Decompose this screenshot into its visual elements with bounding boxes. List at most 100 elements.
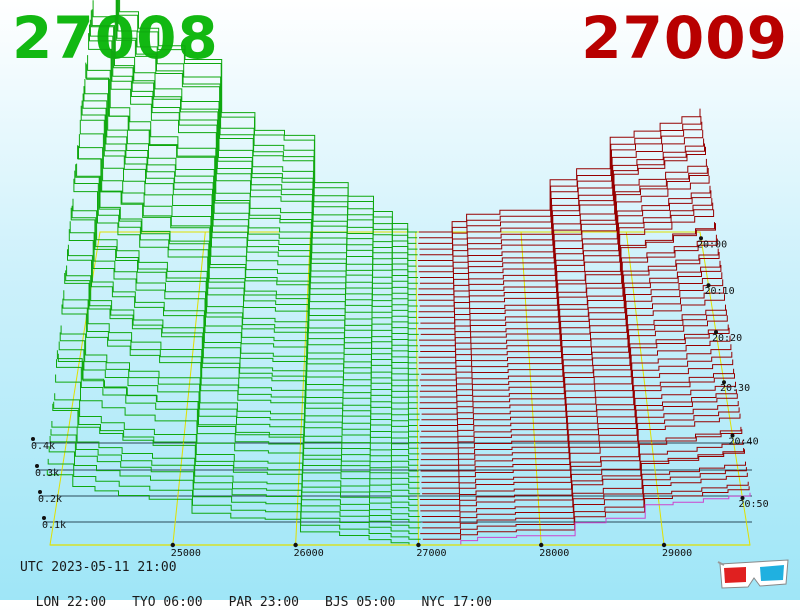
ask-depth-curve	[421, 351, 733, 432]
ask-depth-curve	[419, 448, 745, 506]
bid-depth-curve	[53, 401, 418, 506]
ask-depth-curve	[418, 121, 703, 244]
ask-depth-curve	[421, 426, 742, 489]
time-tick-marker	[714, 330, 718, 335]
bid-depth-curve	[55, 374, 421, 495]
bid-depth-curve	[47, 458, 421, 540]
volume-tick-label: 0.1k	[42, 520, 66, 531]
tz-bjs: BJS 05:00	[325, 595, 396, 610]
ask-depth-curve	[419, 238, 718, 341]
bid-depth-curve	[64, 273, 418, 438]
ask-depth-curve	[418, 175, 710, 290]
volume-tick-label: 0.2k	[38, 494, 62, 505]
ask-depth-curve	[422, 429, 743, 495]
time-tick-label: 20:10	[705, 286, 735, 297]
bid-depth-curve	[56, 359, 420, 489]
ask-depth-curve	[418, 202, 714, 313]
time-tick-label: 20:20	[712, 333, 742, 344]
price-tick-label: 28000	[539, 548, 569, 559]
ask-depth-curve	[421, 413, 741, 483]
bid-depth-curve	[118, 0, 418, 239]
ask-depth-curve	[421, 294, 725, 387]
time-tick-marker	[740, 496, 745, 501]
ask-depth-curve	[419, 344, 732, 426]
ask-depth-curve	[418, 185, 711, 296]
price-gridline	[295, 231, 312, 546]
volume-tick-marker	[38, 490, 42, 494]
volume-tick-marker	[42, 516, 46, 520]
ask-depth-curve	[421, 381, 736, 455]
ask-depth-curve	[419, 198, 713, 307]
ask-depth-curve	[421, 335, 731, 421]
ask-price: 27009	[581, 4, 788, 72]
volume-tick-marker	[35, 464, 39, 468]
ask-depth-curve	[418, 223, 716, 330]
ask-depth-curve	[421, 492, 751, 546]
bid-depth-curve	[70, 207, 418, 398]
tz-lon: LON 22:00	[35, 595, 107, 610]
time-tick-marker	[706, 283, 711, 288]
ask-depth-curve	[420, 449, 745, 512]
bid-depth-curve	[66, 265, 418, 426]
bid-depth-curve	[46, 470, 420, 546]
price-tick-label: 27000	[416, 548, 446, 559]
ask-depth-curve	[419, 309, 727, 398]
ask-depth-curve	[418, 272, 723, 370]
bid-depth-curve	[49, 436, 421, 529]
volume-tick-label: 0.3k	[35, 468, 59, 479]
ask-depth-curve	[419, 116, 702, 239]
ask-depth-curve	[422, 486, 750, 540]
ask-depth-curve	[422, 472, 748, 529]
ask-depth-curve	[418, 209, 715, 318]
price-tick-marker	[416, 542, 421, 548]
bid-depth-curve	[52, 403, 419, 512]
utc-timestamp: UTC 2023-05-11 21:00	[20, 560, 177, 575]
bid-depth-curve	[48, 446, 419, 535]
ask-depth-curve	[419, 168, 709, 284]
ask-depth-curve	[421, 279, 724, 375]
ask-depth-curve	[420, 234, 717, 335]
ask-depth-curve	[420, 393, 738, 466]
price-gridline	[625, 231, 665, 546]
bid-depth-curve	[61, 304, 420, 455]
volume-tick-marker	[31, 437, 35, 441]
ask-depth-curve	[421, 368, 735, 444]
price-tick-marker	[661, 542, 667, 548]
price-tick-label: 25000	[171, 548, 201, 559]
time-tick-label: 20:50	[739, 499, 769, 510]
ask-depth-curve	[420, 165, 708, 278]
bid-depth-curve	[78, 145, 419, 352]
ask-depth-curve	[419, 315, 728, 404]
price-gridline	[172, 231, 206, 546]
3d-glasses-icon[interactable]	[716, 556, 792, 592]
ask-depth-curve	[417, 143, 705, 261]
volume-tick-label: 0.4k	[31, 441, 55, 452]
ask-depth-curve	[420, 222, 715, 324]
ask-depth-curve	[422, 467, 747, 523]
price-tick-label: 26000	[294, 548, 324, 559]
timezone-clocks: LON 22:00 TYO 06:00 PAR 23:00 BJS 05:00 NYC …	[20, 580, 518, 610]
price-tick-marker	[539, 542, 544, 548]
price-tick-marker	[170, 542, 176, 548]
time-tick-label: 20:00	[697, 239, 727, 250]
ask-depth-curve	[419, 324, 729, 409]
ask-depth-curve	[418, 158, 707, 273]
time-tick-marker	[699, 236, 703, 241]
price-gridline	[415, 231, 419, 546]
ask-depth-curve	[419, 129, 704, 250]
ask-depth-curve	[418, 265, 722, 364]
ask-depth-curve	[419, 287, 725, 381]
ask-depth-curve	[418, 108, 701, 233]
ask-depth-curve	[418, 190, 712, 301]
price-gridline	[520, 231, 542, 546]
ask-depth-curve	[420, 373, 735, 449]
ask-depth-curve	[418, 146, 706, 267]
ask-depth-curve	[419, 304, 726, 392]
ask-depth-curve	[420, 440, 744, 500]
price-tick-label: 29000	[662, 548, 692, 559]
ask-depth-curve	[421, 327, 730, 415]
ask-depth-curve	[420, 252, 720, 352]
time-tick-marker	[722, 380, 726, 385]
bid-depth-curve	[58, 341, 419, 472]
ask-depth-curve	[418, 260, 721, 358]
